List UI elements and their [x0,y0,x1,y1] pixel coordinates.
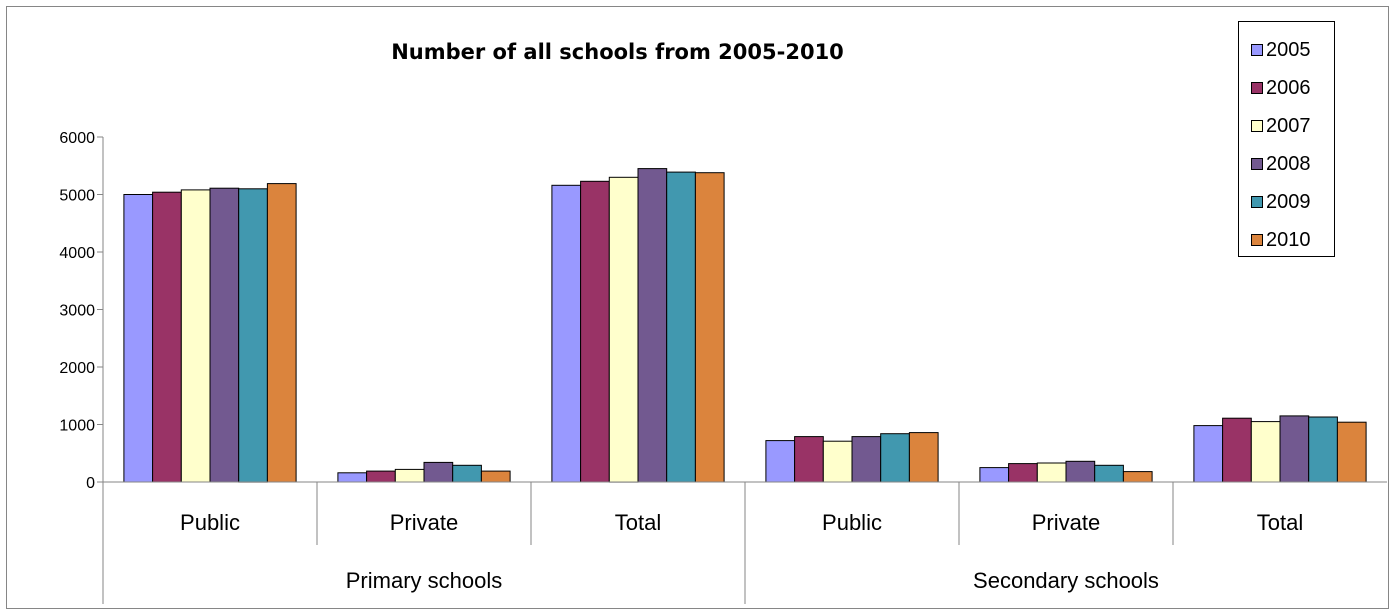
legend-item-2005: 2005 [1251,35,1311,65]
bar-2006-total-5 [1222,417,1252,483]
bar-2009-public-3 [880,433,910,483]
legend-label-2010: 2010 [1266,228,1311,251]
y-tick-label-5000: 5000 [59,188,95,205]
bar-2006-public-0 [152,191,182,483]
legend-swatch-2008 [1251,158,1263,170]
bar-2010-public-3 [908,432,939,483]
y-tick-label-1000: 1000 [59,418,95,435]
x-tick-label-public-0: Public [180,510,240,535]
y-tick-label-6000: 6000 [59,130,95,147]
bar-2006-total-2 [580,180,610,483]
legend-swatch-2007 [1251,120,1263,132]
legend-swatch-2009 [1251,196,1263,208]
legend-label-2007: 2007 [1266,114,1311,137]
y-tick-label-4000: 4000 [59,245,95,262]
legend-item-2009: 2009 [1251,187,1311,217]
bar-2010-private-1 [480,470,511,483]
x-tick-label-total-2: Total [615,510,661,535]
y-tick-label-0: 0 [86,475,95,492]
bar-2007-public-0 [180,189,211,483]
bar-2006-private-1 [366,470,396,483]
bar-2009-total-5 [1308,416,1338,483]
bar-2005-private-4 [979,467,1010,483]
y-tick-label-2000: 2000 [59,360,95,377]
legend-swatch-2010 [1251,234,1263,246]
bar-2007-private-1 [394,468,425,483]
bar-2007-private-4 [1036,462,1067,483]
bar-2005-total-2 [551,184,582,483]
bar-2010-total-2 [694,172,725,483]
bar-2005-private-1 [337,472,368,483]
bar-2007-total-2 [608,176,639,483]
legend-item-2010: 2010 [1251,225,1311,255]
legend-label-2008: 2008 [1266,152,1311,175]
legend-item-2008: 2008 [1251,149,1311,179]
bar-2005-total-5 [1193,425,1224,483]
bar-2009-private-1 [452,464,482,483]
bar-2009-private-4 [1094,464,1124,483]
bar-2010-private-4 [1122,471,1153,483]
bar-2008-total-2 [637,168,668,483]
legend: 2005 2006 2007 2008 2009 2010 [1238,21,1335,257]
bar-2009-total-2 [666,171,696,483]
group-label-0: Primary schools [346,568,502,593]
bar-2007-public-3 [822,440,853,483]
bar-2006-public-3 [794,436,824,483]
bar-2008-private-4 [1065,460,1096,483]
bar-2005-public-0 [123,194,154,483]
bar-2005-public-3 [765,440,796,483]
legend-swatch-2006 [1251,82,1263,94]
bar-2008-private-1 [423,461,454,483]
group-label-1: Secondary schools [973,568,1159,593]
bar-2008-public-3 [851,436,882,483]
bar-2007-total-5 [1250,421,1281,483]
legend-label-2006: 2006 [1266,76,1311,99]
bar-2009-public-0 [238,188,268,483]
legend-label-2005: 2005 [1266,38,1311,61]
bar-2010-public-0 [266,183,297,483]
y-tick-label-3000: 3000 [59,303,95,320]
x-tick-label-private-1: Private [390,510,458,535]
bar-2010-total-5 [1336,421,1367,483]
bar-2006-private-4 [1008,463,1038,483]
x-tick-label-private-4: Private [1032,510,1100,535]
legend-item-2006: 2006 [1251,73,1311,103]
bar-2008-total-5 [1279,415,1310,483]
x-tick-label-public-3: Public [822,510,882,535]
legend-item-2007: 2007 [1251,111,1311,141]
bar-2008-public-0 [209,187,240,483]
legend-swatch-2005 [1251,44,1263,56]
x-tick-label-total-5: Total [1257,510,1303,535]
legend-label-2009: 2009 [1266,190,1311,213]
chart-title: Number of all schools from 2005-2010 [391,40,844,64]
